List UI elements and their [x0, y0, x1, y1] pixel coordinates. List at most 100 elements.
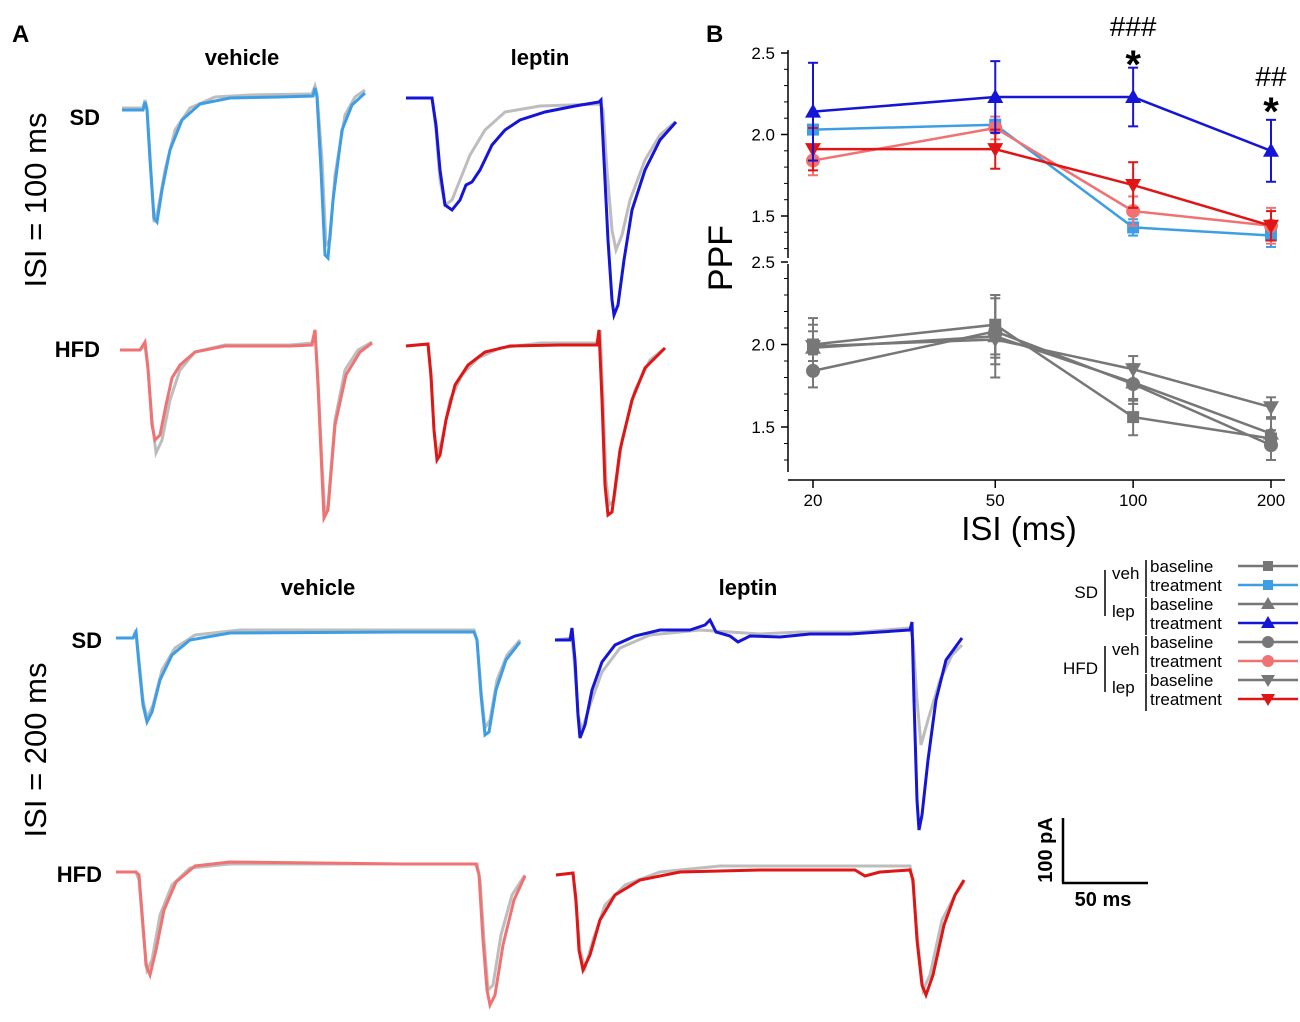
x-tick-label: 50: [986, 491, 1005, 510]
isi200-label: ISI = 200 ms: [18, 663, 53, 838]
data-point-triangle-down: [987, 143, 1004, 158]
legend-group-label: HFD: [1063, 659, 1098, 678]
trace-isi200-sd-vehicle-treatment: [116, 626, 522, 738]
series-line: [812, 338, 1272, 409]
legend-entry-label: treatment: [1150, 576, 1222, 595]
panel-a-label: A: [12, 21, 29, 48]
series-hfd_veh_treatment: [806, 115, 1278, 245]
series-line: [812, 123, 1272, 237]
data-point-triangle-down: [1125, 179, 1142, 194]
x-tick-label: 200: [1257, 491, 1285, 510]
ppf-chart-ticks: 1.5 2.0 2.5 1.5 2.0 2.5 20 50 100 200: [751, 44, 1285, 510]
trace-isi100-hfd-vehicle-treatment: [120, 329, 373, 524]
upper-y-tick-label: 1.5: [751, 207, 775, 226]
data-point-triangle-down: [1263, 219, 1279, 234]
data-point-square: [1127, 411, 1140, 424]
ppf-chart-axes: [787, 50, 1285, 481]
legend-entry-label: baseline: [1150, 671, 1213, 690]
data-point-circle: [806, 363, 820, 378]
trace-isi100-hfd-leptin-baseline: [405, 329, 666, 509]
trace-isi200-hfd-vehicle-baseline: [116, 862, 527, 994]
trace-isi100-sd-vehicle-treatment: [122, 87, 367, 262]
trace-isi200-hfd-leptin-baseline: [555, 864, 966, 996]
legend-entry-label: baseline: [1150, 633, 1213, 652]
legend-subgroup-label: veh: [1112, 564, 1139, 583]
legend-swatch-marker: [1262, 655, 1274, 667]
series-sd_lep_treatment: [805, 60, 1279, 183]
legend-entry-label: baseline: [1150, 595, 1213, 614]
legend-entry-label: treatment: [1150, 690, 1222, 709]
series-line: [813, 147, 1272, 227]
scale-bar-x-label: 50 ms: [1075, 889, 1132, 911]
x-axis-label: ISI (ms): [961, 510, 1076, 547]
series-sd_veh_baseline: [807, 294, 1277, 448]
series-line: [812, 329, 1272, 447]
upper-y-tick-label: 2.0: [751, 126, 775, 145]
legend-swatch-marker: [1262, 636, 1274, 648]
isi200-vehicle-header: vehicle: [281, 575, 356, 600]
legend-entry-label: baseline: [1150, 557, 1213, 576]
legend-swatch-marker: [1261, 675, 1275, 687]
legend-swatch-marker: [1263, 580, 1273, 590]
isi100-leptin-header: leptin: [511, 45, 570, 70]
lower-y-tick-label: 2.0: [751, 336, 775, 355]
legend-subgroup-label: veh: [1112, 640, 1139, 659]
data-point-triangle-up: [1263, 142, 1279, 157]
legend-subgroup-label: lep: [1112, 678, 1135, 697]
legend-group-label: SD: [1074, 583, 1098, 602]
isi100-hfd-row-label: HFD: [55, 337, 100, 362]
isi200-hfd-row-label: HFD: [57, 862, 102, 887]
data-point-square: [1127, 221, 1140, 234]
trace-isi200-hfd-vehicle-treatment: [116, 860, 527, 1010]
x-tick-label: 100: [1119, 491, 1147, 510]
data-point-circle: [1264, 438, 1278, 453]
trace-isi100-sd-leptin-baseline: [406, 96, 676, 256]
significance-hash: ###: [1110, 11, 1157, 42]
series-sd_veh_treatment: [807, 118, 1277, 248]
scale-bar-y-label: 100 pA: [1035, 817, 1057, 883]
lower-y-tick-label: 1.5: [751, 418, 775, 437]
significance-star: *: [1125, 43, 1141, 87]
trace-isi100-sd-leptin-treatment: [406, 96, 678, 321]
series-hfd_veh_baseline: [806, 297, 1278, 461]
lower-y-tick-label: 2.5: [751, 253, 775, 272]
isi100-vehicle-header: vehicle: [205, 45, 280, 70]
x-tick-label: 20: [804, 491, 823, 510]
legend-entry-label: treatment: [1150, 614, 1222, 633]
series-sd_lep_baseline: [805, 294, 1279, 450]
isi200-leptin-header: leptin: [719, 575, 778, 600]
legend-swatch-marker: [1261, 694, 1275, 706]
data-point-triangle-up: [1125, 89, 1142, 104]
ppf-chart-annotations: ###* ##*: [1110, 11, 1287, 134]
data-point-triangle-down: [1125, 363, 1142, 378]
isi100-label: ISI = 100 ms: [18, 113, 53, 288]
data-point-triangle-down: [987, 333, 1004, 348]
trace-isi200-hfd-leptin-treatment: [555, 868, 966, 1000]
data-point-triangle-down: [1263, 401, 1279, 416]
isi200-sd-row-label: SD: [71, 628, 102, 653]
panel-b-label: B: [706, 21, 723, 48]
series-hfd_lep_treatment: [805, 126, 1279, 242]
significance-star: *: [1263, 90, 1279, 134]
legend-entry-label: treatment: [1150, 652, 1222, 671]
legend-subgroup-label: lep: [1112, 602, 1135, 621]
trace-isi100-hfd-leptin-treatment: [405, 329, 667, 518]
series-line: [812, 126, 1272, 228]
data-point-triangle-up: [987, 89, 1004, 104]
legend-swatch-marker: [1263, 561, 1273, 571]
data-point-triangle-down: [805, 340, 821, 355]
upper-y-tick-label: 2.5: [751, 44, 775, 63]
legend-swatch-marker: [1261, 597, 1275, 609]
ppf-chart-series: [805, 60, 1279, 461]
isi100-sd-row-label: SD: [69, 105, 100, 130]
series-line: [812, 95, 1272, 152]
significance-hash: ##: [1255, 61, 1287, 92]
y-axis-label: PPF: [702, 225, 740, 291]
trace-isi200-sd-leptin-treatment: [555, 617, 964, 831]
series-line: [812, 323, 1272, 440]
data-point-circle: [1126, 377, 1141, 392]
series-hfd_lep_baseline: [805, 320, 1279, 419]
trace-isi200-sd-vehicle-baseline: [116, 628, 522, 733]
